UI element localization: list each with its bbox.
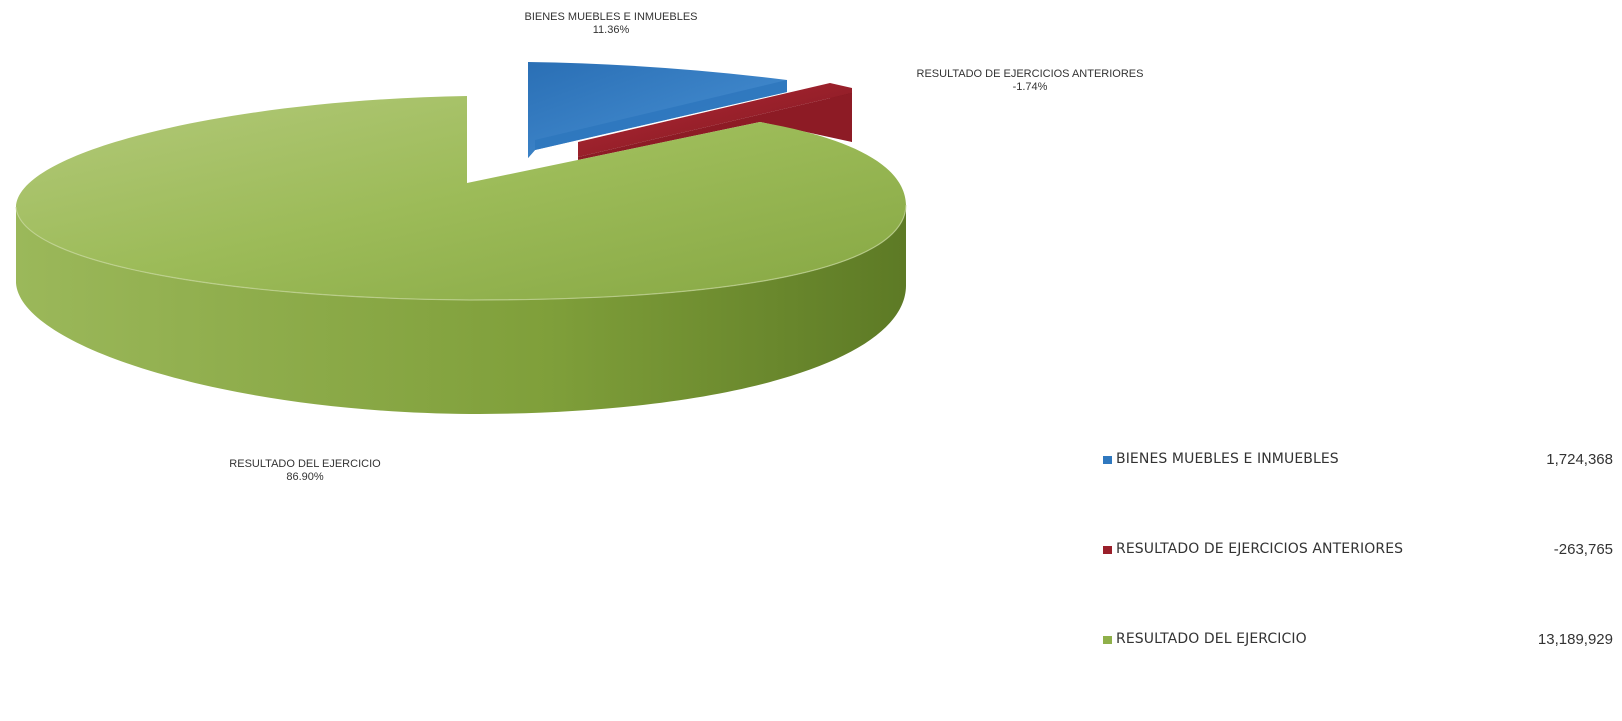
label-anteriores-name: RESULTADO DE EJERCICIOS ANTERIORES bbox=[916, 68, 1144, 80]
slice-anteriores bbox=[578, 83, 852, 157]
label-ejercicio: RESULTADO DEL EJERCICIO 86.90% bbox=[190, 458, 420, 484]
legend-item: BIENES MUEBLES E INMUEBLES 1,724,368 bbox=[1103, 451, 1613, 471]
legend-label: BIENES MUEBLES E INMUEBLES bbox=[1116, 451, 1339, 467]
pie-chart bbox=[15, 62, 907, 414]
slice-ejercicio bbox=[16, 96, 906, 300]
legend-value: 1,724,368 bbox=[1546, 451, 1613, 468]
slice-ejercicio-side bbox=[16, 205, 906, 414]
legend-label: RESULTADO DE EJERCICIOS ANTERIORES bbox=[1116, 541, 1404, 557]
label-anteriores: RESULTADO DE EJERCICIOS ANTERIORES -1.74… bbox=[880, 68, 1180, 94]
label-ejercicio-pct: 86.90% bbox=[286, 471, 324, 483]
legend-item: RESULTADO DE EJERCICIOS ANTERIORES -263,… bbox=[1103, 541, 1613, 561]
legend-swatch-bienes bbox=[1103, 456, 1112, 464]
legend: BIENES MUEBLES E INMUEBLES 1,724,368 RES… bbox=[1103, 451, 1613, 721]
label-ejercicio-name: RESULTADO DEL EJERCICIO bbox=[229, 458, 381, 470]
legend-swatch-anteriores bbox=[1103, 546, 1112, 554]
legend-swatch-ejercicio bbox=[1103, 636, 1112, 644]
legend-value: -263,765 bbox=[1553, 541, 1613, 558]
legend-label: RESULTADO DEL EJERCICIO bbox=[1116, 631, 1307, 647]
label-bienes: BIENES MUEBLES E INMUEBLES 11.36% bbox=[495, 11, 727, 37]
label-bienes-pct: 11.36% bbox=[592, 24, 630, 36]
legend-value: 13,189,929 bbox=[1537, 631, 1613, 648]
label-bienes-name: BIENES MUEBLES E INMUEBLES bbox=[524, 11, 698, 23]
label-anteriores-pct: -1.74% bbox=[1012, 81, 1048, 93]
legend-item: RESULTADO DEL EJERCICIO 13,189,929 bbox=[1103, 631, 1613, 651]
